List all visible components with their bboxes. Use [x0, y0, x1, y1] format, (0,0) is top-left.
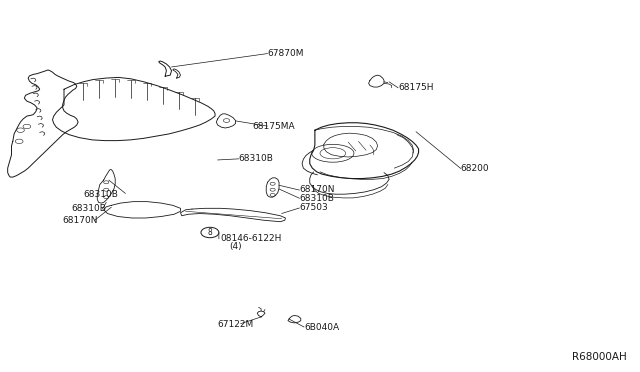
Text: 68310B: 68310B — [300, 194, 334, 203]
Text: 67122M: 67122M — [218, 320, 254, 329]
Text: 68170N: 68170N — [63, 217, 98, 225]
Text: 68310B: 68310B — [83, 190, 118, 199]
Text: 08146-6122H: 08146-6122H — [220, 234, 282, 243]
Text: 68310B: 68310B — [72, 204, 106, 213]
Text: 68170N: 68170N — [300, 185, 335, 194]
Text: (4): (4) — [229, 242, 242, 251]
Text: 68200: 68200 — [461, 164, 490, 173]
Text: 68175MA: 68175MA — [252, 122, 295, 131]
Text: 68175H: 68175H — [398, 83, 433, 92]
Text: 68310B: 68310B — [239, 154, 273, 163]
Text: R68000AH: R68000AH — [572, 352, 627, 362]
Text: 67503: 67503 — [300, 203, 328, 212]
Text: 6B040A: 6B040A — [304, 323, 339, 332]
Text: 67870M: 67870M — [268, 49, 304, 58]
Text: 8: 8 — [207, 228, 212, 237]
